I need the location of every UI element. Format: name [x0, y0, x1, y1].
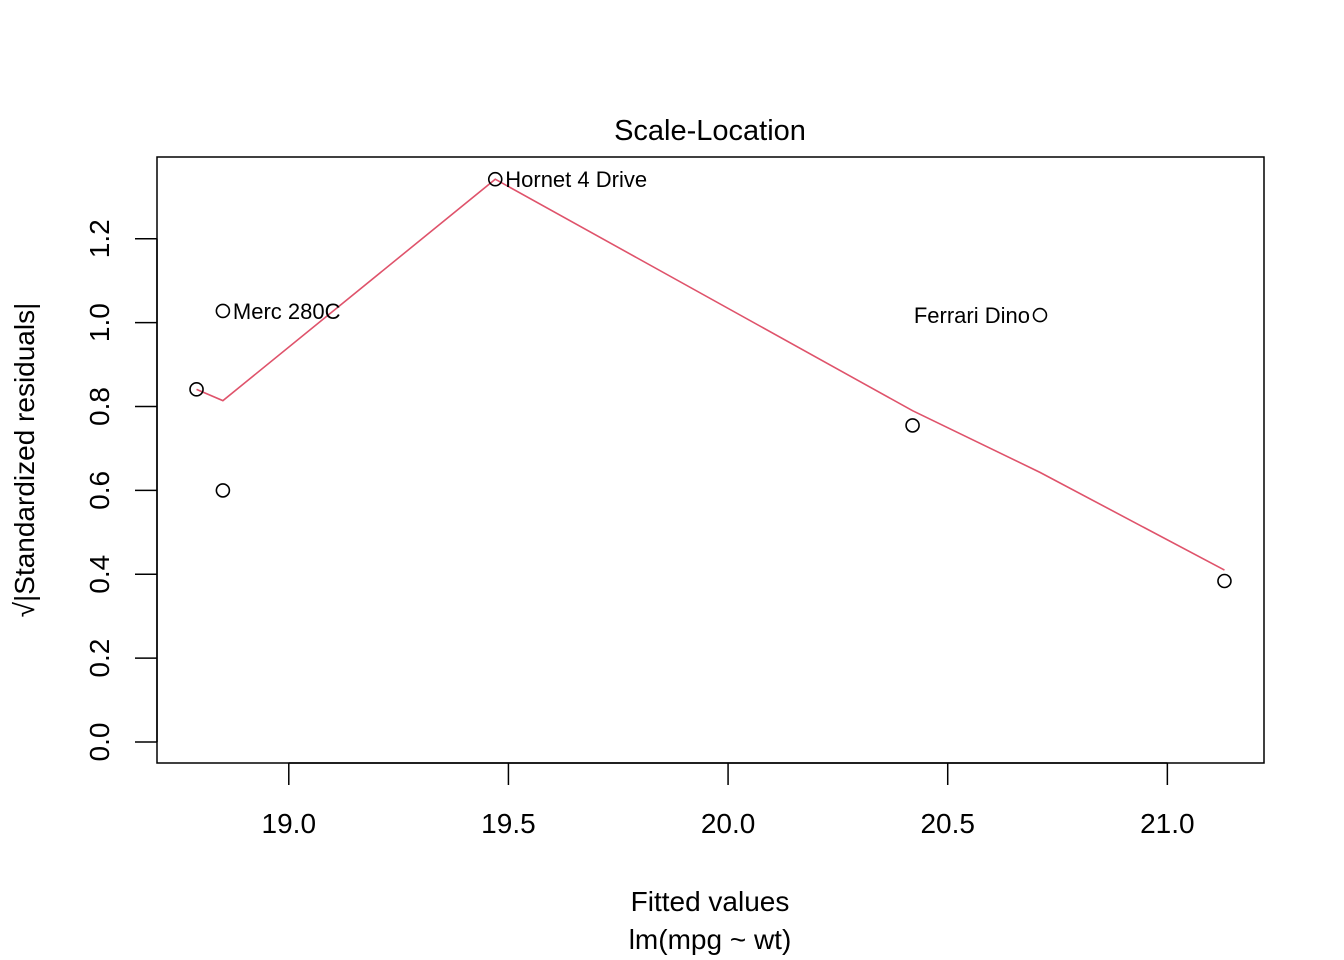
data-point [905, 418, 920, 433]
x-axis-sublabel: lm(mpg ~ wt) [629, 924, 792, 955]
data-point [1032, 307, 1048, 323]
point-labels-layer: Merc 280C Hornet 4 Drive Ferrari Dino [233, 167, 1030, 328]
data-point [189, 382, 204, 397]
x-axis-label: Fitted values [631, 886, 790, 917]
y-tick-label: 0.4 [84, 555, 115, 594]
point-label: Ferrari Dino [914, 303, 1030, 328]
y-tick-label: 0.6 [84, 471, 115, 510]
data-points-layer [189, 171, 1232, 589]
y-tick-label: 1.2 [84, 219, 115, 258]
y-tick-label: 0.0 [84, 723, 115, 762]
smooth-line-layer [196, 178, 1225, 571]
x-tick-label: 20.5 [920, 808, 975, 839]
point-label: Merc 280C [233, 299, 341, 324]
smooth-line [196, 178, 1225, 571]
x-tick-label: 21.0 [1140, 808, 1195, 839]
point-label: Hornet 4 Drive [505, 167, 647, 192]
plot-frame [156, 156, 1265, 764]
y-axis-label: √|Standardized residuals| [9, 303, 40, 618]
data-point [215, 483, 231, 498]
data-point [487, 171, 503, 187]
x-tick-label: 19.0 [262, 808, 317, 839]
data-point [215, 303, 231, 319]
y-tick-label: 0.8 [84, 387, 115, 426]
data-point [1217, 573, 1232, 589]
y-axis: 0.0 0.2 0.4 0.6 0.8 1.0 1.2 [84, 219, 158, 762]
y-tick-label: 1.0 [84, 303, 115, 342]
x-tick-label: 20.0 [701, 808, 756, 839]
chart-title: Scale-Location [614, 115, 806, 147]
x-tick-label: 19.5 [481, 808, 536, 839]
y-tick-label: 0.2 [84, 639, 115, 678]
x-axis: 19.0 19.5 20.0 20.5 21.0 [262, 762, 1195, 839]
